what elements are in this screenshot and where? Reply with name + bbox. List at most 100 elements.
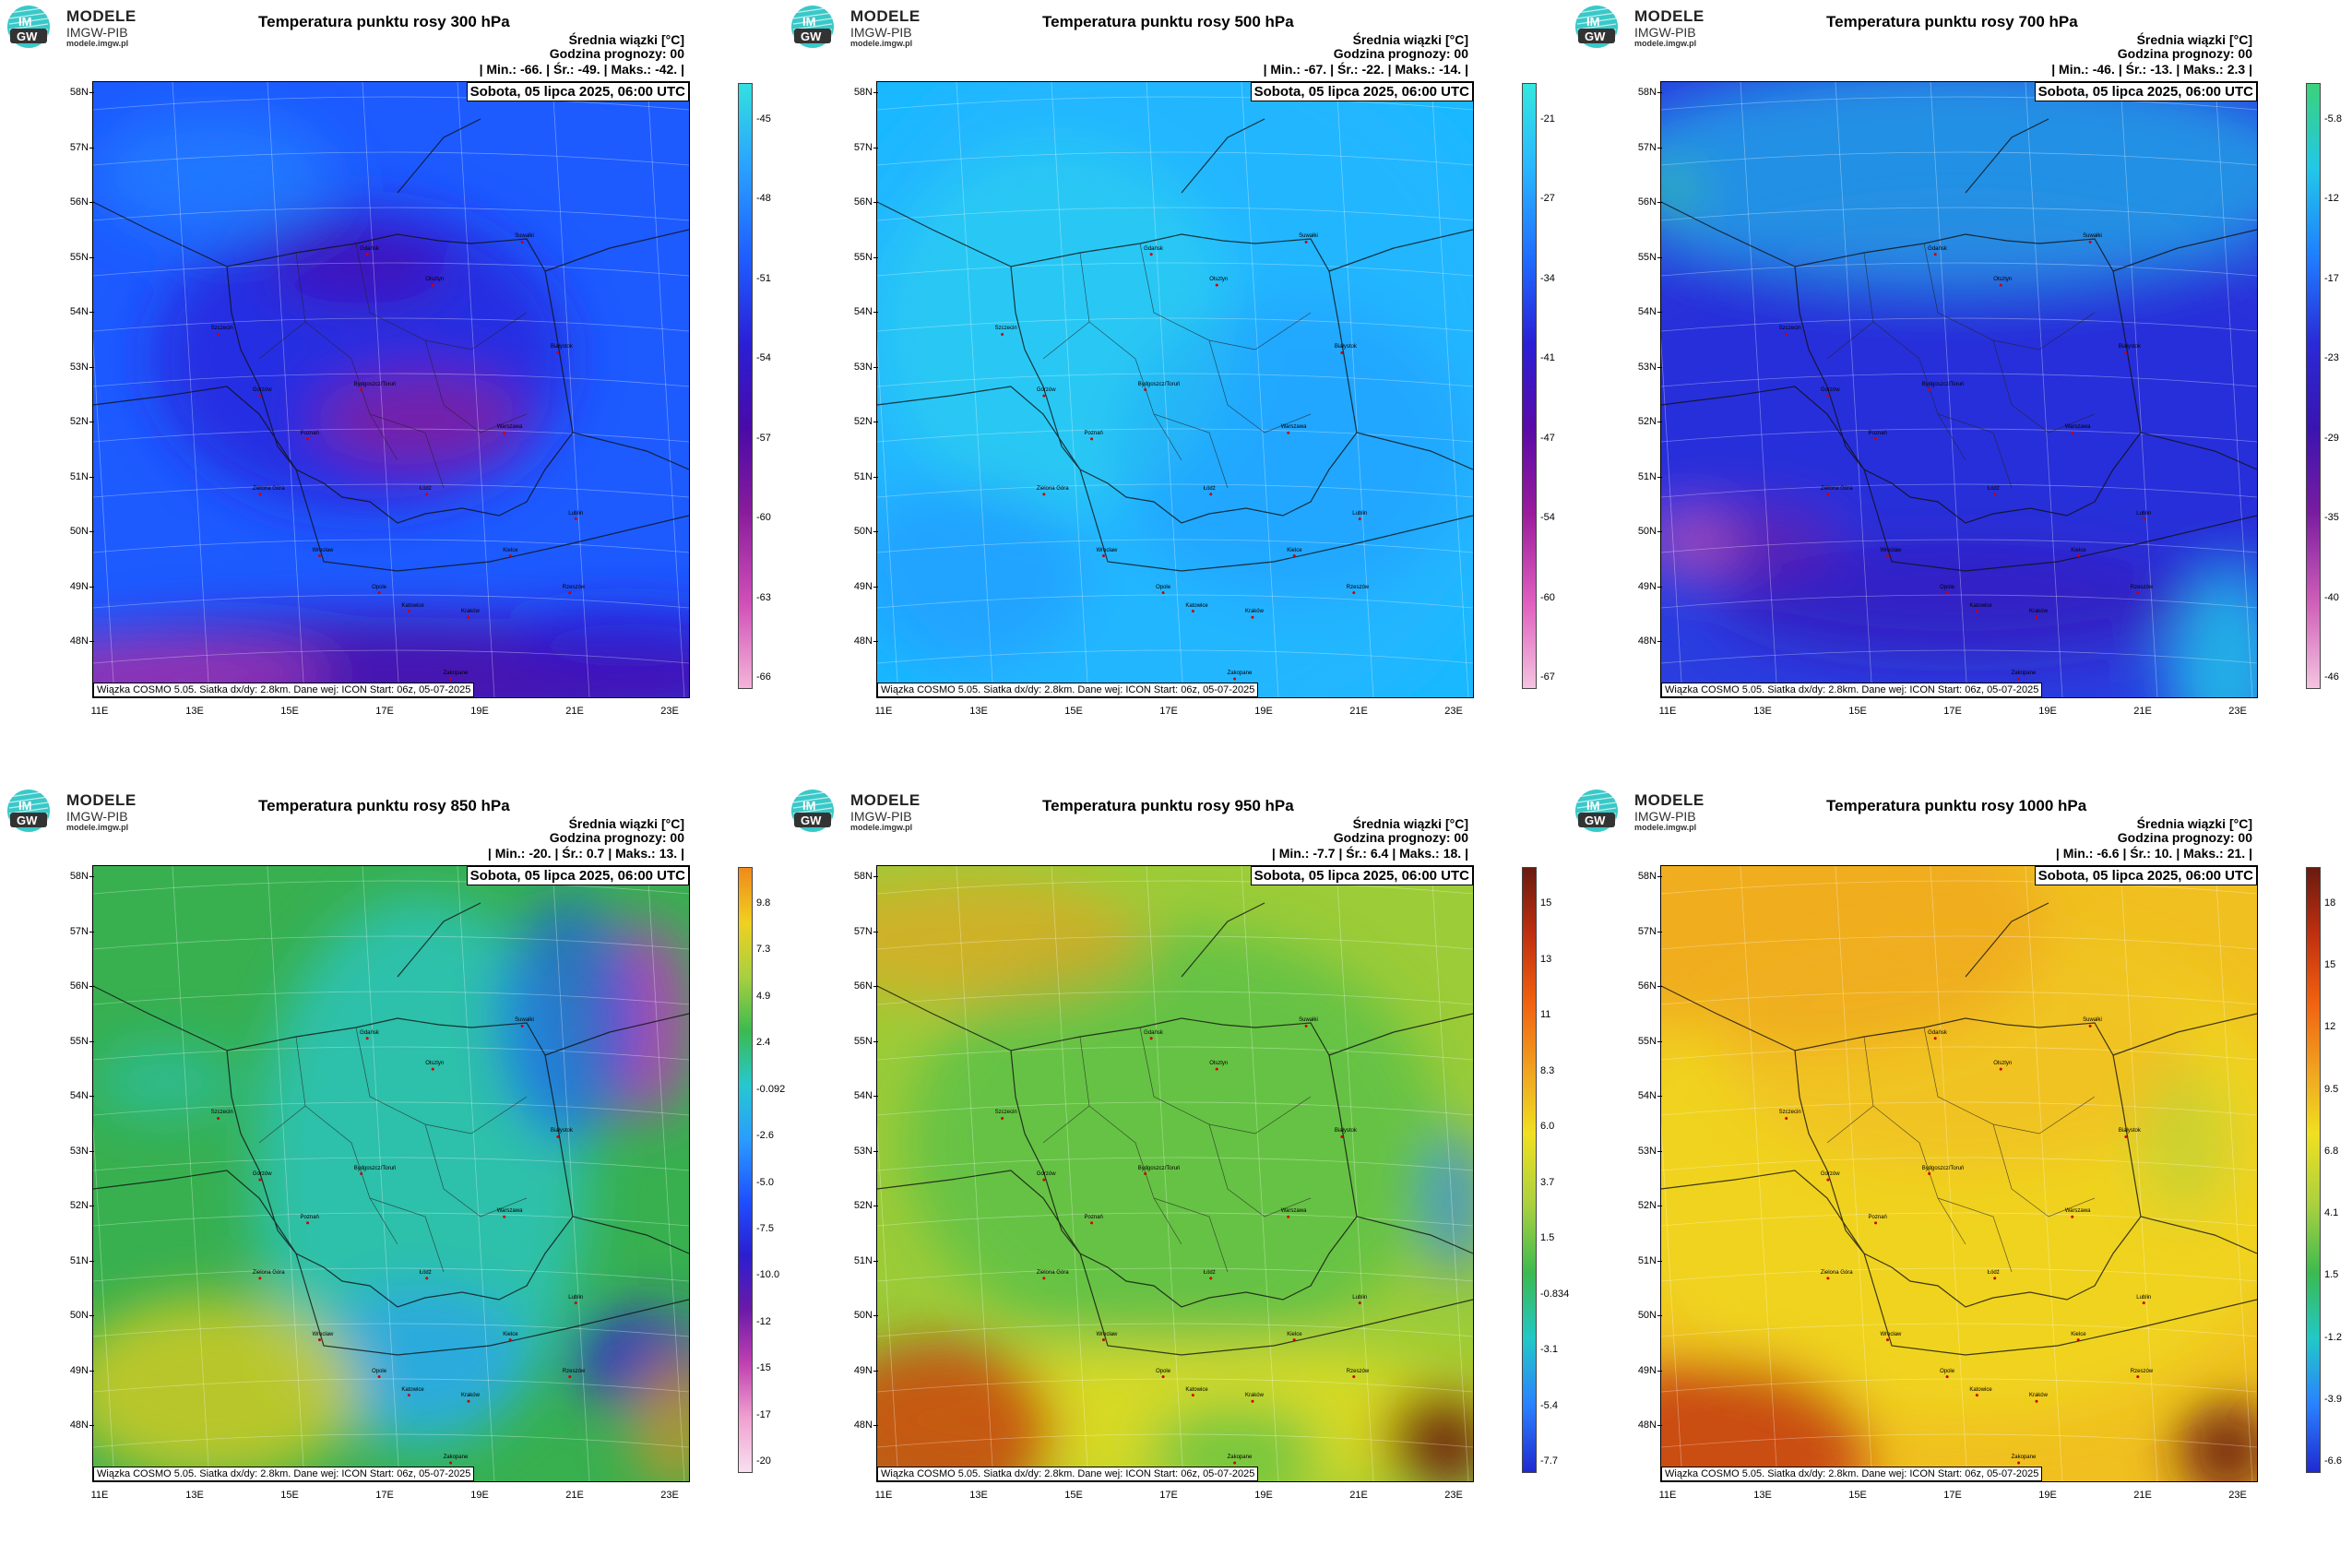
lat-tick-label: 51N <box>839 1255 878 1266</box>
city-label: Zakopane <box>443 1454 469 1460</box>
city-label: Lublin <box>568 1294 584 1301</box>
city-label: Szczecin <box>994 326 1017 332</box>
lon-tick-label: 13E <box>969 1490 988 1501</box>
city-dot <box>1826 493 1830 496</box>
colorbar <box>738 867 753 1473</box>
colorbar <box>1522 83 1537 689</box>
city-label: Łódź <box>419 485 432 492</box>
panel-title: Temperatura punktu rosy 950 hPa <box>1042 797 1294 814</box>
city-dot <box>1999 1067 2002 1071</box>
lon-tick-label: 15E <box>1064 706 1083 717</box>
lon-tick-label: 11E <box>90 706 109 717</box>
colorbar-tick-label: 4.1 <box>2324 1207 2339 1219</box>
city-label: Olsztyn <box>1209 277 1229 283</box>
logo-title: MODELE <box>66 7 137 25</box>
lon-tick-label: 17E <box>375 1490 394 1501</box>
colorbar-tick-label: 9.8 <box>756 897 771 909</box>
colorbar-tick-label: -2.6 <box>756 1130 774 1142</box>
info-forecast-hour: Godzina prognozy: 00 <box>2117 46 2252 61</box>
city-dot <box>306 437 310 441</box>
lon-tick-label: 15E <box>280 706 299 717</box>
lat-tick-label: 56N <box>839 980 878 992</box>
lon-tick-label: 19E <box>1254 706 1273 717</box>
colorbar-tick-label: 2.4 <box>756 1037 771 1049</box>
city-dot <box>425 1277 429 1280</box>
map-field <box>877 82 1473 697</box>
lat-tick-label: 52N <box>1623 416 1662 427</box>
map-area: Gdańsk Olsztyn Suwałki Szczecin Białystok Byd… <box>92 865 690 1482</box>
field-blob <box>498 897 642 1144</box>
lat-tick-label: 49N <box>839 1365 878 1376</box>
lat-tick-label: 55N <box>839 1036 878 1047</box>
logo-subtitle: IMGW-PIB <box>66 809 128 824</box>
stats-line: | Min.: -6.6 | Śr.: 10. | Maks.: 21. | <box>2052 846 2252 861</box>
city-label: Zakopane <box>443 670 469 676</box>
lat-tick-label: 58N <box>839 871 878 882</box>
lat-tick-label: 53N <box>839 362 878 373</box>
colorbar-tick-label: -20 <box>756 1455 771 1467</box>
lat-tick-label: 48N <box>55 636 94 647</box>
svg-text:GW: GW <box>17 814 38 827</box>
lat-tick-label: 55N <box>1623 252 1662 263</box>
lon-tick-label: 21E <box>1349 706 1368 717</box>
field-blob <box>93 1044 237 1119</box>
stat-min: -20. <box>529 846 552 861</box>
field-blob <box>1384 1388 1473 1481</box>
lat-tick-label: 53N <box>55 362 94 373</box>
stat-avg-label: | Śr.: <box>1338 846 1367 861</box>
city-label: Warszawa <box>496 1208 523 1215</box>
city-label: Warszawa <box>2064 1208 2091 1215</box>
city-dot <box>365 1037 369 1040</box>
lon-tick-label: 21E <box>2133 706 2152 717</box>
stats-line: | Min.: -66. | Śr.: -49. | Maks.: -42. | <box>476 62 684 77</box>
stat-avg: -49. <box>577 62 600 77</box>
lat-tick-label: 49N <box>1623 581 1662 592</box>
map-field <box>1661 82 2257 697</box>
stat-avg: 10. <box>2154 846 2173 861</box>
lat-tick-label: 51N <box>55 471 94 482</box>
stat-avg: 6.4 <box>1370 846 1389 861</box>
city-label: Rzeszów <box>1346 1368 1370 1374</box>
city-dot <box>1933 253 1937 256</box>
city-label: Gdańsk <box>360 1029 379 1036</box>
graticule <box>1661 866 2257 1481</box>
lat-tick-label: 58N <box>55 87 94 98</box>
city-dot <box>2136 591 2140 595</box>
city-dot <box>306 1221 310 1225</box>
city-dot <box>1144 1172 1147 1175</box>
svg-text:GW: GW <box>801 814 822 827</box>
colorbar-tick-label: -51 <box>756 272 771 284</box>
panel-title: Temperatura punktu rosy 1000 hPa <box>1826 797 2087 814</box>
lon-tick-label: 23E <box>2228 706 2247 717</box>
field-blob <box>877 481 1087 667</box>
city-label: Poznań <box>1084 1214 1103 1220</box>
city-label: Kielce <box>1287 1331 1302 1337</box>
lat-tick-label: 57N <box>839 926 878 937</box>
city-label: Białystok <box>550 1128 573 1134</box>
city-dot <box>1215 283 1218 287</box>
city-label: Suwałki <box>1299 233 1318 240</box>
model-credit: Wiązka COSMO 5.05. Siatka dx/dy: 2.8km. … <box>1661 683 2043 697</box>
colorbar-tick-label: 15 <box>2324 959 2336 971</box>
colorbar-tick-label: -54 <box>1540 512 1555 524</box>
lat-tick-label: 50N <box>839 1310 878 1321</box>
info-units: Średnia wiązki [°C] <box>568 816 684 831</box>
panel-info: Średnia wiązki [°C] Godzina prognozy: 00 <box>550 817 684 845</box>
svg-text:IM: IM <box>1586 799 1599 813</box>
imgw-logo: IM GW MODELE IMGW-PIB modele.imgw.pl <box>6 788 144 834</box>
city-label: Bydgoszcz/Toruń <box>1137 381 1181 387</box>
city-dot <box>1999 283 2002 287</box>
city-dot <box>449 1461 453 1465</box>
city-label: Olsztyn <box>425 277 445 283</box>
voivodeship-borders <box>1826 243 2096 489</box>
valid-time-label: Sobota, 05 lipca 2025, 06:00 UTC <box>466 866 689 885</box>
colorbar-tick-label: -54 <box>756 352 771 364</box>
lat-tick-label: 51N <box>1623 1255 1662 1266</box>
stat-avg-label: | Śr.: <box>2118 62 2147 77</box>
colorbar-tick-label: 3.7 <box>1540 1176 1555 1188</box>
panel-info: Średnia wiązki [°C] Godzina prognozy: 00 <box>2118 817 2252 845</box>
city-label: Kraków <box>1244 609 1264 615</box>
model-credit: Wiązka COSMO 5.05. Siatka dx/dy: 2.8km. … <box>1661 1467 2043 1481</box>
colorbar-tick-label: 7.3 <box>756 944 771 956</box>
city-label: Szczecin <box>994 1110 1017 1116</box>
